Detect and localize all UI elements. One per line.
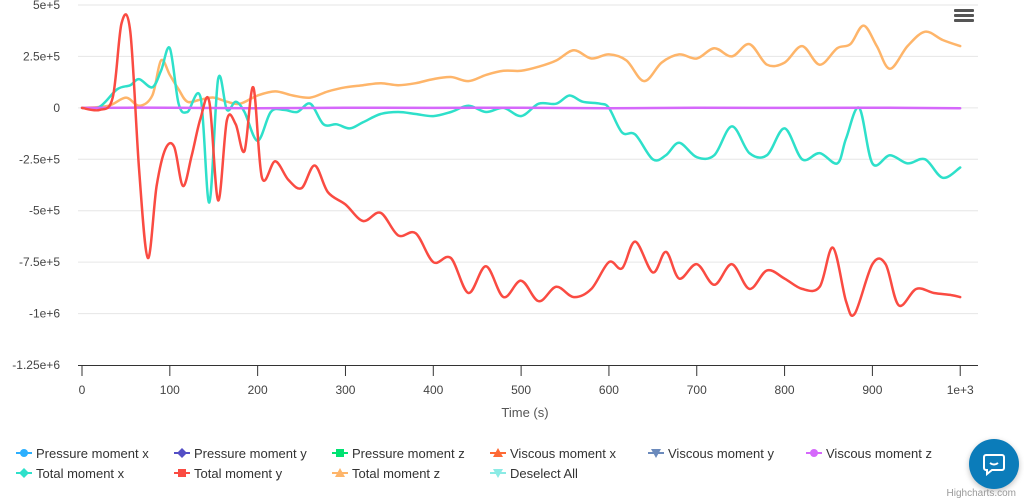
y-tick-label: 5e+5 — [33, 0, 60, 12]
x-tick-label: 200 — [248, 383, 268, 397]
legend-item-viscous-moment-y[interactable]: Viscous moment y — [648, 446, 806, 461]
series-line-total-moment-z[interactable] — [80, 24, 962, 110]
x-tick-label: 400 — [423, 383, 443, 397]
legend-item-pressure-moment-z[interactable]: Pressure moment z — [332, 446, 490, 461]
legend-item-total-moment-z[interactable]: Total moment z — [332, 466, 490, 481]
chat-button[interactable] — [969, 439, 1019, 489]
legend-symbol — [806, 449, 822, 457]
x-tick-label: 100 — [160, 383, 180, 397]
legend-label: Viscous moment z — [826, 445, 932, 461]
legend-item-viscous-moment-z[interactable]: Viscous moment z — [806, 446, 976, 461]
legend-item-pressure-moment-y[interactable]: Pressure moment y — [174, 446, 332, 461]
legend-item-total-moment-x[interactable]: Total moment x — [16, 466, 174, 481]
x-tick-label: 700 — [687, 383, 707, 397]
x-tick-label: 500 — [511, 383, 531, 397]
legend-label: Total moment y — [194, 465, 283, 481]
legend-label: Viscous moment y — [668, 445, 774, 461]
legend-row: Total moment x Total moment y Total moment… — [16, 463, 976, 483]
line-chart: 5e+5 2.5e+5 0 -2.5e+5 -5e+5 -7.5e+5 -1e+6 -1.25… — [12, 0, 978, 420]
legend-label: Pressure moment z — [352, 445, 465, 461]
legend-symbol — [490, 448, 506, 457]
y-tick-label: -2.5e+5 — [19, 152, 60, 166]
chart-menu-button[interactable] — [952, 7, 976, 27]
series-line-total-moment-y[interactable] — [80, 13, 962, 318]
hamburger-menu-icon — [954, 9, 974, 12]
y-tick-label: -5e+5 — [29, 204, 60, 218]
y-tick-label: 0 — [53, 101, 60, 115]
legend-label: Pressure moment x — [36, 445, 149, 461]
series-lines — [80, 13, 962, 318]
x-tick-label: 600 — [599, 383, 619, 397]
legend-symbol — [174, 469, 190, 477]
legend-row: Pressure moment x Pressure moment y Pressu… — [16, 443, 976, 463]
x-axis-title: Time (s) — [501, 405, 548, 420]
legend-label: Deselect All — [510, 465, 578, 481]
legend-symbol — [174, 448, 190, 458]
legend-label: Pressure moment y — [194, 445, 307, 461]
chart-legend: Pressure moment x Pressure moment y Pressu… — [16, 443, 976, 483]
legend-symbol — [332, 468, 348, 477]
legend-symbol — [490, 469, 506, 478]
legend-label: Total moment x — [36, 465, 125, 481]
y-axis: 5e+5 2.5e+5 0 -2.5e+5 -5e+5 -7.5e+5 -1e+6 -1.25… — [12, 0, 60, 372]
x-tick-label: 800 — [775, 383, 795, 397]
legend-label: Viscous moment x — [510, 445, 616, 461]
x-tick-label: 0 — [79, 383, 86, 397]
legend-item-viscous-moment-x[interactable]: Viscous moment x — [490, 446, 648, 461]
y-tick-label: -1e+6 — [29, 307, 60, 321]
y-tick-label: -1.25e+6 — [12, 358, 60, 372]
y-tick-label: 2.5e+5 — [23, 49, 60, 63]
x-tick-label: 900 — [862, 383, 882, 397]
legend-item-deselect-all[interactable]: Deselect All — [490, 466, 648, 481]
x-axis: 0 100 200 300 400 500 600 700 800 900 1e+3 — [78, 365, 978, 397]
legend-label: Total moment z — [352, 465, 441, 481]
legend-symbol — [16, 449, 32, 457]
legend-item-total-moment-y[interactable]: Total moment y — [174, 466, 332, 481]
chat-bubble-icon — [983, 454, 1005, 476]
legend-symbol — [16, 468, 32, 478]
x-tick-label: 300 — [335, 383, 355, 397]
legend-symbol — [332, 449, 348, 457]
y-tick-label: -7.5e+5 — [19, 255, 60, 269]
legend-item-pressure-moment-x[interactable]: Pressure moment x — [16, 446, 174, 461]
x-tick-label: 1e+3 — [947, 383, 974, 397]
legend-symbol — [648, 449, 664, 458]
series-line-viscous-moment-z[interactable] — [80, 106, 962, 110]
credits-text[interactable]: Highcharts.com — [946, 488, 1016, 499]
